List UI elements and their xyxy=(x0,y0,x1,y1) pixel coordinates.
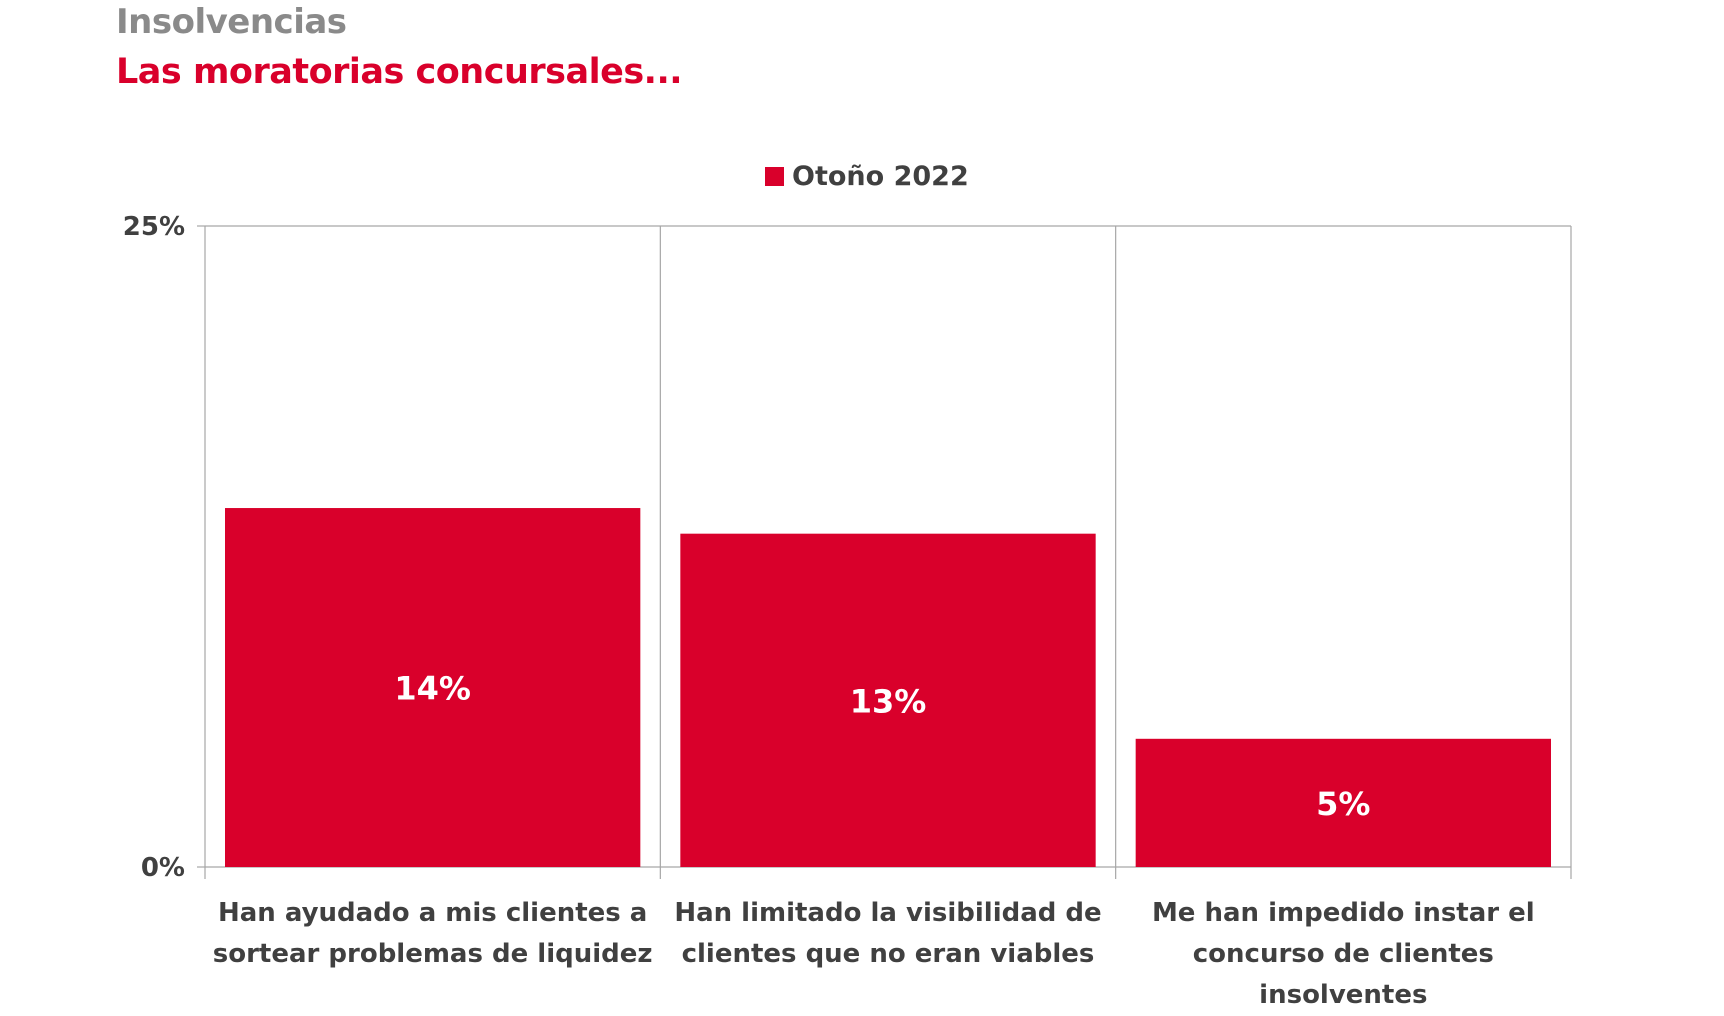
bar-label-3: 5% xyxy=(1316,785,1370,823)
y-tick-label-1: 25% xyxy=(123,212,185,242)
bar-3 xyxy=(1135,738,1551,867)
bar-1 xyxy=(225,508,641,867)
bar-2 xyxy=(680,533,1096,867)
category-label-2: Han limitado la visibilidad de clientes … xyxy=(674,898,1102,969)
chart-title: Insolvencias xyxy=(116,2,347,42)
category-label-3: Me han impedido instar el concurso de cl… xyxy=(1151,898,1535,1010)
category-label-1: Han ayudado a mis clientes a sortear pro… xyxy=(212,898,653,969)
legend-label-otono-2022: Otoño 2022 xyxy=(792,160,969,192)
bar-label-1: 14% xyxy=(394,670,471,708)
y-tick-label-0: 0% xyxy=(141,853,185,883)
legend-swatch-otono-2022 xyxy=(765,166,784,186)
legend: Otoño 2022 xyxy=(765,158,969,194)
chart-subtitle: Las moratorias concursales... xyxy=(116,52,683,92)
bar-label-2: 13% xyxy=(850,682,927,720)
